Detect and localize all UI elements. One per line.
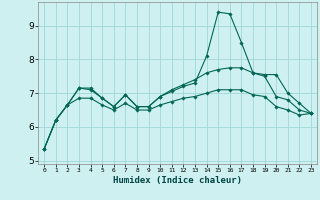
X-axis label: Humidex (Indice chaleur): Humidex (Indice chaleur) (113, 176, 242, 185)
